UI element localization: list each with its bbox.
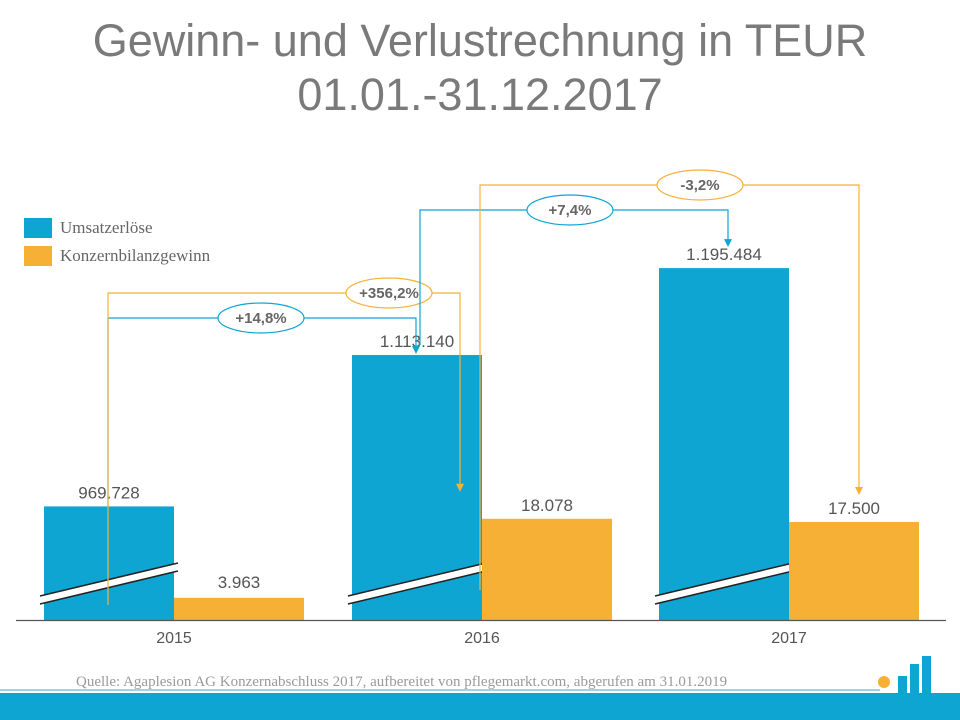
bar-revenue-2017 xyxy=(659,268,789,620)
axis-break-line-a-2017 xyxy=(654,570,794,605)
axis-break-line-a-2015 xyxy=(39,570,179,605)
axis-break-gap-2016 xyxy=(347,563,487,604)
badge-label-profit-2015-2016: +356,2% xyxy=(359,285,419,302)
axis-break-line-b-2016 xyxy=(347,562,487,597)
axis-break-gap-2015 xyxy=(39,563,179,604)
axis-break-line-b-2017 xyxy=(654,562,794,597)
data-label-profit-2017: 17.500 xyxy=(828,499,880,518)
footer-bar xyxy=(0,693,960,720)
data-label-revenue-2015: 969.728 xyxy=(78,483,139,502)
x-tick-label-2017: 2017 xyxy=(771,630,807,647)
arrowhead-revenue-2015-2016 xyxy=(412,346,420,355)
badge-label-revenue-2016-2017: +7,4% xyxy=(549,202,592,219)
bar-profit-2017 xyxy=(789,522,919,620)
bar-profit-2015 xyxy=(174,597,304,620)
badge-profit-2015-2016 xyxy=(345,277,433,309)
badge-label-profit-2016-2017: -3,2% xyxy=(680,177,719,194)
arrowhead-profit-2016-2017 xyxy=(855,487,863,495)
axis-break-gap-2017 xyxy=(654,563,794,604)
data-label-profit-2016: 18.078 xyxy=(521,496,573,515)
badge-profit-2016-2017 xyxy=(656,169,744,201)
legend-label-revenue: Umsatzerlöse xyxy=(60,218,153,237)
badge-revenue-2016-2017 xyxy=(526,194,614,226)
axis-break-line-b-2015 xyxy=(39,562,179,597)
arrowhead-revenue-2016-2017 xyxy=(724,239,732,248)
bar-revenue-2015 xyxy=(44,506,174,620)
axis-break-line-a-2016 xyxy=(347,570,487,605)
chart-legend: Umsatzerlöse Konzernbilanzgewinn xyxy=(24,214,210,270)
chart-title: Gewinn- und Verlustrechnung in TEUR 01.0… xyxy=(0,14,960,122)
logo-icon xyxy=(878,656,931,720)
data-label-revenue-2017: 1.195.484 xyxy=(686,245,762,264)
bar-profit-2016 xyxy=(482,518,612,620)
legend-label-profit: Konzernbilanzgewinn xyxy=(60,246,211,265)
legend-item-revenue: Umsatzerlöse xyxy=(24,214,210,242)
data-label-revenue-2016: 1.113.140 xyxy=(380,332,454,351)
source-note: Quelle: Agaplesion AG Konzernabschluss 2… xyxy=(76,674,728,690)
connector-profit-2015-2016 xyxy=(107,292,461,605)
arrowhead-profit-2015-2016 xyxy=(456,483,464,492)
title-line-1: Gewinn- und Verlustrechnung in TEUR xyxy=(92,15,868,66)
legend-item-profit: Konzernbilanzgewinn xyxy=(24,242,210,270)
badge-label-revenue-2015-2016: +14,8% xyxy=(235,310,286,327)
legend-swatch-revenue xyxy=(24,218,52,238)
badge-revenue-2015-2016 xyxy=(217,302,305,334)
x-tick-label-2016: 2016 xyxy=(464,630,500,647)
legend-swatch-profit xyxy=(24,246,52,266)
title-line-2: 01.01.-31.12.2017 xyxy=(297,69,663,120)
footer-line xyxy=(0,689,880,691)
data-label-profit-2015: 3.963 xyxy=(218,573,261,592)
x-tick-label-2015: 2015 xyxy=(156,630,192,647)
